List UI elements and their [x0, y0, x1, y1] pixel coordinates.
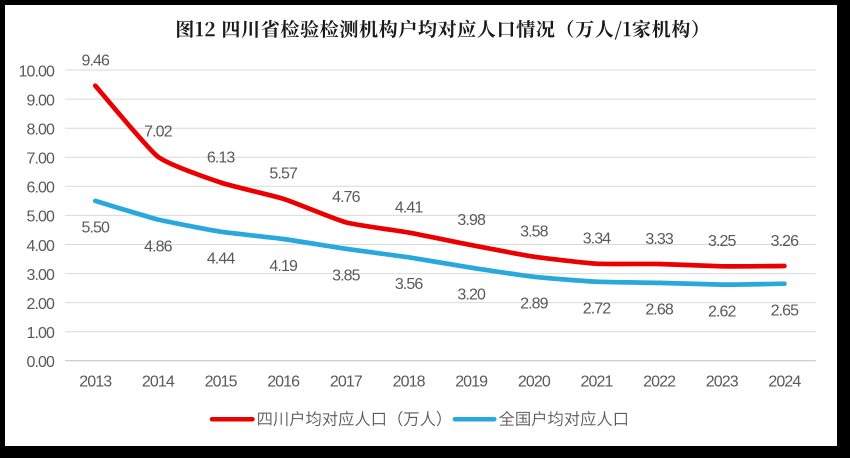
- svg-text:2.89: 2.89: [520, 296, 549, 313]
- svg-text:3.56: 3.56: [395, 276, 424, 293]
- svg-text:5.57: 5.57: [269, 166, 298, 183]
- svg-text:9.00: 9.00: [26, 92, 55, 109]
- svg-text:2.62: 2.62: [708, 303, 737, 320]
- svg-text:3.58: 3.58: [520, 224, 549, 241]
- svg-text:3.26: 3.26: [771, 233, 800, 250]
- svg-text:10.00: 10.00: [18, 63, 55, 80]
- svg-text:3.25: 3.25: [708, 233, 737, 250]
- svg-text:4.41: 4.41: [395, 199, 424, 216]
- svg-text:4.86: 4.86: [144, 238, 173, 255]
- svg-text:0.00: 0.00: [26, 354, 55, 371]
- svg-text:4.19: 4.19: [269, 258, 298, 275]
- svg-text:2.72: 2.72: [583, 301, 612, 318]
- svg-text:5.00: 5.00: [26, 209, 55, 226]
- svg-text:2.00: 2.00: [26, 296, 55, 313]
- svg-text:6.13: 6.13: [207, 149, 236, 166]
- svg-text:3.98: 3.98: [457, 212, 486, 229]
- svg-text:3.85: 3.85: [332, 268, 361, 285]
- svg-text:2020: 2020: [518, 374, 551, 391]
- svg-text:5.50: 5.50: [82, 220, 111, 237]
- svg-text:2.65: 2.65: [771, 303, 800, 320]
- svg-text:2024: 2024: [768, 374, 801, 391]
- svg-text:2013: 2013: [79, 374, 112, 391]
- svg-text:2018: 2018: [393, 374, 426, 391]
- svg-text:2015: 2015: [205, 374, 238, 391]
- svg-text:3.00: 3.00: [26, 267, 55, 284]
- svg-text:7.02: 7.02: [144, 124, 173, 141]
- svg-text:3.20: 3.20: [457, 287, 486, 304]
- svg-text:7.00: 7.00: [26, 151, 55, 168]
- svg-text:2016: 2016: [267, 374, 300, 391]
- svg-text:8.00: 8.00: [26, 122, 55, 139]
- svg-text:4.44: 4.44: [207, 251, 236, 268]
- svg-text:2023: 2023: [706, 374, 739, 391]
- svg-text:2017: 2017: [330, 374, 363, 391]
- svg-text:2021: 2021: [581, 374, 614, 391]
- svg-text:3.34: 3.34: [583, 231, 612, 248]
- svg-text:2019: 2019: [455, 374, 488, 391]
- svg-text:2022: 2022: [643, 374, 676, 391]
- svg-text:3.33: 3.33: [645, 231, 674, 248]
- svg-text:1.00: 1.00: [26, 325, 55, 342]
- svg-text:2014: 2014: [142, 374, 175, 391]
- svg-text:4.76: 4.76: [332, 189, 361, 206]
- svg-text:6.00: 6.00: [26, 180, 55, 197]
- svg-text:4.00: 4.00: [26, 238, 55, 255]
- svg-text:2.68: 2.68: [645, 302, 674, 319]
- svg-text:9.46: 9.46: [82, 53, 111, 70]
